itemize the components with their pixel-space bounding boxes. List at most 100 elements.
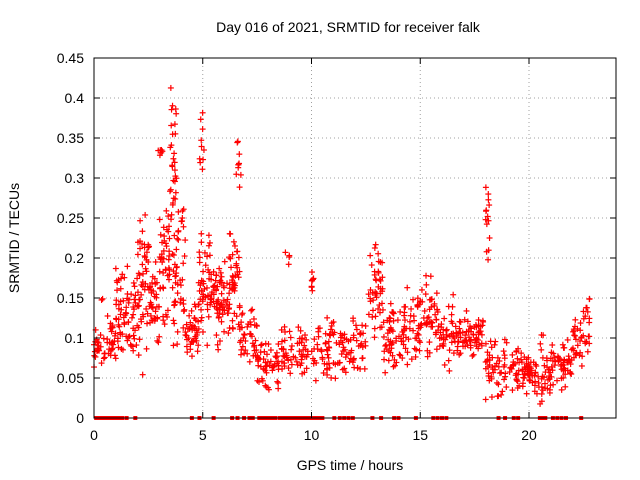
data-point [104, 336, 111, 343]
data-point [170, 195, 177, 202]
data-point [288, 361, 295, 368]
data-point [484, 357, 491, 364]
data-point [177, 282, 184, 289]
data-point [109, 322, 116, 329]
data-point [488, 394, 495, 401]
data-point [200, 293, 207, 300]
data-point [298, 360, 305, 367]
data-point [241, 331, 248, 338]
data-point [213, 272, 220, 279]
data-point [393, 337, 400, 344]
data-point [512, 372, 519, 379]
data-point [355, 343, 362, 350]
data-point [331, 329, 338, 336]
data-point [238, 311, 245, 318]
data-point [174, 290, 181, 297]
data-point [281, 323, 288, 330]
data-point [220, 304, 227, 311]
data-point [263, 383, 270, 390]
data-point [310, 275, 317, 282]
data-point [121, 319, 128, 326]
data-point [544, 385, 551, 392]
data-point [439, 342, 446, 349]
data-point [350, 357, 357, 364]
data-point [173, 246, 180, 253]
data-point [163, 207, 170, 214]
data-point [216, 338, 223, 345]
data-point [510, 359, 517, 366]
data-point [170, 268, 177, 275]
data-point [538, 398, 545, 405]
data-point [247, 321, 254, 328]
data-point [200, 146, 207, 153]
data-point [385, 357, 392, 364]
y-tick-labels: 0 0.05 0.1 0.15 0.2 0.25 0.3 0.35 0.4 0.45 [57, 50, 84, 426]
data-point [538, 383, 545, 390]
data-point [134, 275, 141, 282]
data-point [130, 304, 137, 311]
data-point [156, 333, 163, 340]
data-point [572, 316, 579, 323]
data-point [165, 213, 172, 220]
data-point [233, 260, 240, 267]
data-point [128, 314, 135, 321]
data-point [346, 358, 353, 365]
data-point [229, 325, 236, 332]
data-point [443, 327, 450, 334]
data-point [271, 360, 278, 367]
data-point [401, 309, 408, 316]
x-tick-label: 20 [521, 427, 537, 443]
data-point [136, 272, 143, 279]
data-point [456, 325, 463, 332]
data-point [446, 367, 453, 374]
data-point [457, 334, 464, 341]
data-point [199, 126, 206, 133]
data-point [281, 363, 288, 370]
data-point [401, 327, 408, 334]
data-point [92, 353, 99, 360]
data-point [199, 328, 206, 335]
x-tick-label: 15 [412, 427, 428, 443]
data-point [218, 273, 225, 280]
data-point [404, 361, 411, 368]
data-point [255, 356, 262, 363]
data-point [574, 342, 581, 349]
data-point [198, 314, 205, 321]
data-point [389, 352, 396, 359]
data-point [342, 369, 349, 376]
data-point [278, 338, 285, 345]
data-point [156, 152, 163, 159]
data-point [168, 106, 175, 113]
data-point [380, 319, 387, 326]
data-point [224, 280, 231, 287]
data-point [175, 228, 182, 235]
data-point [478, 331, 485, 338]
data-point [220, 282, 227, 289]
data-point [171, 121, 178, 128]
data-point [489, 364, 496, 371]
data-point [226, 325, 233, 332]
x-axis-title: GPS time / hours [297, 457, 404, 473]
data-point [181, 253, 188, 260]
data-point [572, 351, 579, 358]
data-point [129, 343, 136, 350]
data-point [236, 151, 243, 158]
data-point [148, 301, 155, 308]
data-point [131, 283, 138, 290]
data-point [172, 105, 179, 112]
data-point [244, 323, 251, 330]
data-point [149, 279, 156, 286]
data-point [106, 346, 113, 353]
y-axis-title: SRMTID / TECUs [6, 183, 22, 293]
data-point [184, 325, 191, 332]
data-point [328, 322, 335, 329]
data-point [134, 289, 141, 296]
data-point [117, 285, 124, 292]
data-point [485, 370, 492, 377]
data-point [274, 378, 281, 385]
data-point [167, 186, 174, 193]
data-point [371, 334, 378, 341]
data-point [375, 269, 382, 276]
data-point [155, 339, 162, 346]
data-point [367, 286, 374, 293]
